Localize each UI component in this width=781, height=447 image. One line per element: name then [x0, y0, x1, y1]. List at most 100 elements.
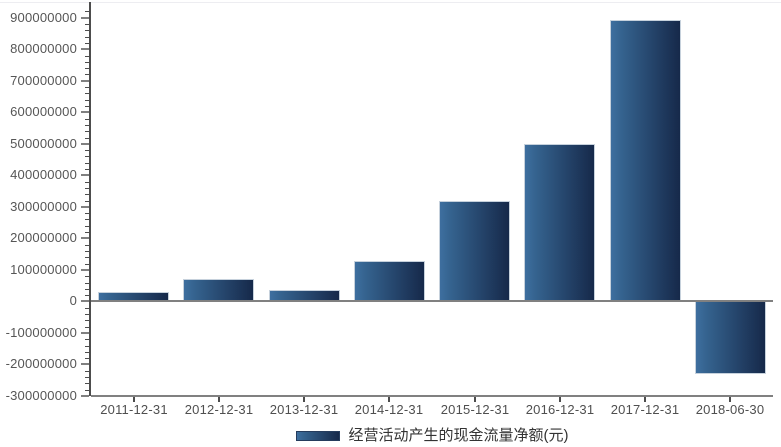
y-major-tick — [81, 300, 89, 303]
y-minor-tick — [85, 169, 89, 170]
y-tick-label: -300000000 — [5, 388, 77, 403]
y-minor-tick — [85, 163, 89, 164]
y-minor-tick — [85, 377, 89, 378]
y-minor-tick — [85, 383, 89, 384]
y-tick-label: 500000000 — [10, 135, 77, 151]
y-minor-tick — [85, 358, 89, 359]
x-tick — [729, 397, 731, 402]
x-axis-line — [91, 395, 773, 397]
zero-baseline — [91, 300, 773, 302]
y-major-tick — [81, 16, 89, 19]
y-minor-tick — [85, 245, 89, 246]
x-tick-label: 2017-12-31 — [610, 402, 680, 417]
y-minor-tick — [85, 219, 89, 220]
y-tick-label: -200000000 — [5, 356, 77, 372]
y-major-tick — [81, 268, 89, 271]
y-minor-tick — [85, 37, 89, 38]
y-major-tick — [81, 237, 89, 240]
y-major-tick — [81, 142, 89, 145]
y-minor-tick — [85, 138, 89, 139]
y-minor-tick — [85, 264, 89, 265]
y-minor-tick — [85, 131, 89, 132]
y-minor-tick — [85, 194, 89, 195]
chart-top-border — [0, 2, 781, 3]
y-minor-tick — [85, 346, 89, 347]
y-minor-tick — [85, 352, 89, 353]
legend-swatch — [295, 431, 340, 441]
y-tick-label: -100000000 — [5, 324, 77, 340]
y-minor-tick — [85, 201, 89, 202]
y-major-tick — [81, 331, 89, 334]
x-tick-label: 2013-12-31 — [269, 402, 339, 417]
y-minor-tick — [85, 283, 89, 284]
y-minor-tick — [85, 43, 89, 44]
y-minor-tick — [85, 390, 89, 391]
y-minor-tick — [85, 87, 89, 88]
y-tick-label: 400000000 — [10, 167, 77, 183]
legend-label: 经营活动产生的现金流量净额(元) — [348, 427, 569, 444]
y-minor-tick — [85, 320, 89, 321]
y-minor-tick — [85, 232, 89, 233]
y-minor-tick — [85, 74, 89, 75]
bar[interactable] — [524, 144, 595, 302]
y-major-tick — [81, 79, 89, 82]
x-tick — [218, 397, 220, 402]
x-tick-label: 2016-12-31 — [525, 402, 595, 417]
x-tick-label: 2011-12-31 — [100, 402, 168, 417]
x-tick — [644, 397, 646, 402]
y-minor-tick — [85, 339, 89, 340]
y-minor-tick — [85, 295, 89, 296]
y-minor-tick — [85, 150, 89, 151]
x-tick — [133, 397, 135, 402]
x-tick-label: 2015-12-31 — [440, 402, 510, 417]
x-tick — [474, 397, 476, 402]
bar[interactable] — [439, 201, 510, 302]
y-minor-tick — [85, 56, 89, 57]
y-minor-tick — [85, 182, 89, 183]
y-minor-tick — [85, 68, 89, 69]
y-minor-tick — [85, 156, 89, 157]
y-minor-tick — [85, 62, 89, 63]
y-tick-label: 0 — [69, 293, 77, 309]
y-minor-tick — [85, 30, 89, 31]
y-minor-tick — [85, 125, 89, 126]
x-tick-label: 2014-12-31 — [354, 402, 424, 417]
y-tick-label: 100000000 — [10, 261, 77, 277]
y-minor-tick — [85, 106, 89, 107]
bar[interactable] — [610, 20, 681, 301]
y-minor-tick — [85, 327, 89, 328]
x-tick — [303, 397, 305, 402]
y-major-tick — [81, 174, 89, 177]
y-tick-label: 700000000 — [10, 72, 77, 88]
y-minor-tick — [85, 276, 89, 277]
y-minor-tick — [85, 251, 89, 252]
y-tick-label: 900000000 — [10, 9, 77, 25]
y-minor-tick — [85, 24, 89, 25]
y-tick-label: 800000000 — [10, 41, 77, 57]
y-major-tick — [81, 363, 89, 366]
y-axis-spine — [89, 2, 91, 396]
y-minor-tick — [85, 11, 89, 12]
legend[interactable]: 经营活动产生的现金流量净额(元) — [91, 427, 773, 445]
y-tick-label: 200000000 — [10, 230, 77, 246]
y-minor-tick — [85, 289, 89, 290]
y-major-tick — [81, 111, 89, 114]
bar[interactable] — [354, 261, 425, 301]
x-tick — [559, 397, 561, 402]
y-minor-tick — [85, 93, 89, 94]
x-tick-label: 2012-12-31 — [184, 402, 254, 417]
y-minor-tick — [85, 308, 89, 309]
y-minor-tick — [85, 226, 89, 227]
y-major-tick — [81, 48, 89, 51]
x-tick — [388, 397, 390, 402]
y-minor-tick — [85, 257, 89, 258]
y-minor-tick — [85, 213, 89, 214]
x-tick-label: 2018-06-30 — [695, 402, 765, 417]
y-major-tick — [81, 395, 89, 397]
y-minor-tick — [85, 100, 89, 101]
bar[interactable] — [183, 279, 254, 301]
y-major-tick — [81, 205, 89, 208]
bar[interactable] — [695, 301, 766, 374]
y-minor-tick — [85, 314, 89, 315]
